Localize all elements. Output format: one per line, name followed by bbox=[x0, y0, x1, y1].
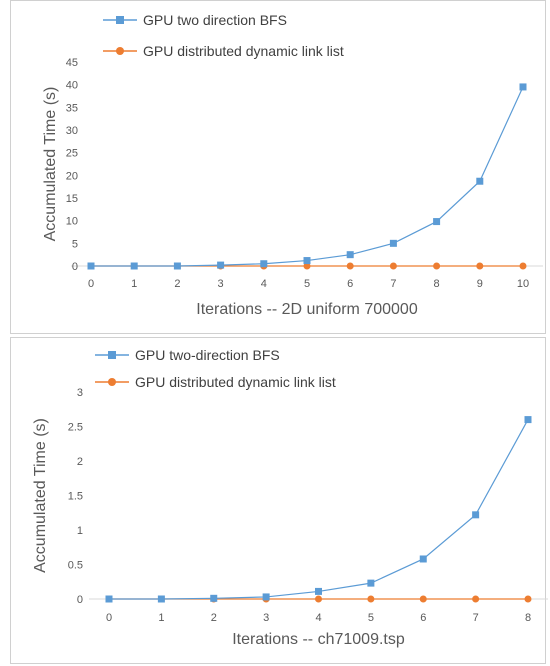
x-tick-label: 7 bbox=[390, 278, 396, 290]
x-tick-label: 3 bbox=[263, 612, 269, 624]
data-point-circle bbox=[524, 595, 532, 603]
x-tick-label: 7 bbox=[473, 612, 479, 624]
y-tick-label: 1.5 bbox=[68, 491, 83, 503]
data-point-circle bbox=[346, 262, 354, 270]
x-tick-label: 1 bbox=[131, 278, 137, 290]
x-tick-label: 5 bbox=[304, 278, 310, 290]
x-tick-label: 0 bbox=[106, 612, 112, 624]
data-point-square bbox=[524, 416, 532, 424]
y-tick-label: 0 bbox=[72, 261, 78, 273]
data-point-square bbox=[87, 262, 95, 270]
y-tick-label: 0.5 bbox=[68, 560, 83, 572]
x-tick-label: 2 bbox=[211, 612, 217, 624]
y-tick-label: 45 bbox=[66, 57, 78, 69]
legend-marker-circle bbox=[108, 378, 116, 386]
x-tick-label: 3 bbox=[218, 278, 224, 290]
x-tick-label: 10 bbox=[517, 278, 529, 290]
x-axis-title: Iterations -- 2D uniform 700000 bbox=[196, 301, 418, 318]
data-point-circle bbox=[433, 262, 441, 270]
legend-marker-circle bbox=[116, 47, 124, 55]
legend-label: GPU two-direction BFS bbox=[135, 347, 280, 363]
x-tick-label: 6 bbox=[347, 278, 353, 290]
y-tick-label: 20 bbox=[66, 170, 78, 182]
data-point-square bbox=[105, 595, 113, 603]
data-point-square bbox=[303, 257, 311, 265]
data-point-square bbox=[173, 262, 181, 270]
data-point-square bbox=[157, 595, 165, 603]
y-tick-label: 30 bbox=[66, 125, 78, 137]
legend-label: GPU distributed dynamic link list bbox=[135, 374, 336, 390]
data-point-square bbox=[217, 261, 225, 269]
y-tick-label: 35 bbox=[66, 102, 78, 114]
data-point-circle bbox=[519, 262, 527, 270]
data-point-square bbox=[260, 260, 268, 268]
data-point-square bbox=[346, 251, 354, 259]
data-point-square bbox=[130, 262, 138, 270]
x-tick-label: 5 bbox=[368, 612, 374, 624]
series-line-0 bbox=[91, 86, 524, 267]
data-point-square bbox=[210, 594, 218, 602]
y-tick-label: 2.5 bbox=[68, 422, 83, 434]
y-tick-label: 3 bbox=[77, 387, 83, 399]
data-point-circle bbox=[472, 595, 480, 603]
y-axis-title: Accumulated Time (s) bbox=[42, 87, 59, 242]
chart-bottom: 0 0.5 1 1.5 2 2.5 3 0 1 2 3 4 5 6 7 8 Iterations -- ch71… bbox=[32, 347, 548, 648]
x-tick-label: 1 bbox=[158, 612, 164, 624]
x-tick-label: 8 bbox=[434, 278, 440, 290]
x-axis-title: Iterations -- ch71009.tsp bbox=[232, 631, 405, 648]
data-point-square bbox=[367, 579, 375, 587]
y-tick-label: 5 bbox=[72, 238, 78, 250]
chart-panel-bottom: 0 0.5 1 1.5 2 2.5 3 0 1 2 3 4 5 6 7 8 Iterations -- ch71… bbox=[10, 337, 548, 664]
data-point-square bbox=[262, 593, 270, 601]
data-point-circle bbox=[389, 262, 397, 270]
legend-marker-square bbox=[108, 351, 116, 359]
x-tick-label: 0 bbox=[88, 278, 94, 290]
data-point-square bbox=[476, 177, 484, 185]
y-tick-label: 0 bbox=[77, 594, 83, 606]
y-tick-label: 25 bbox=[66, 148, 78, 160]
x-tick-label: 9 bbox=[477, 278, 483, 290]
x-tick-label: 6 bbox=[420, 612, 426, 624]
series-line-0 bbox=[109, 419, 529, 600]
data-point-square bbox=[315, 587, 322, 595]
x-tick-label: 4 bbox=[315, 612, 321, 624]
data-point-square bbox=[433, 218, 441, 226]
legend-marker-square bbox=[116, 16, 124, 24]
y-axis-title: Accumulated Time (s) bbox=[32, 418, 49, 573]
legend-label: GPU two direction BFS bbox=[143, 12, 287, 28]
data-point-circle bbox=[367, 595, 375, 603]
y-tick-label: 1 bbox=[77, 525, 83, 537]
data-point-square bbox=[389, 239, 397, 247]
y-tick-label: 10 bbox=[66, 216, 78, 228]
data-point-circle bbox=[315, 595, 322, 603]
x-tick-label: 8 bbox=[525, 612, 531, 624]
y-tick-label: 15 bbox=[66, 193, 78, 205]
y-tick-label: 40 bbox=[66, 80, 78, 92]
legend-label: GPU distributed dynamic link list bbox=[143, 43, 344, 59]
x-tick-label: 4 bbox=[261, 278, 267, 290]
y-tick-label: 2 bbox=[77, 456, 83, 468]
data-point-circle bbox=[303, 262, 311, 270]
data-point-circle bbox=[476, 262, 484, 270]
data-point-square bbox=[519, 83, 527, 91]
data-point-circle bbox=[419, 595, 427, 603]
data-point-square bbox=[419, 555, 427, 563]
chart-panel-top: 0 5 10 15 20 25 30 35 40 45 0 1 2 3 4 5 6 7 8 9 10 Iterations… bbox=[10, 0, 546, 334]
data-point-square bbox=[472, 511, 480, 519]
x-tick-label: 2 bbox=[174, 278, 180, 290]
